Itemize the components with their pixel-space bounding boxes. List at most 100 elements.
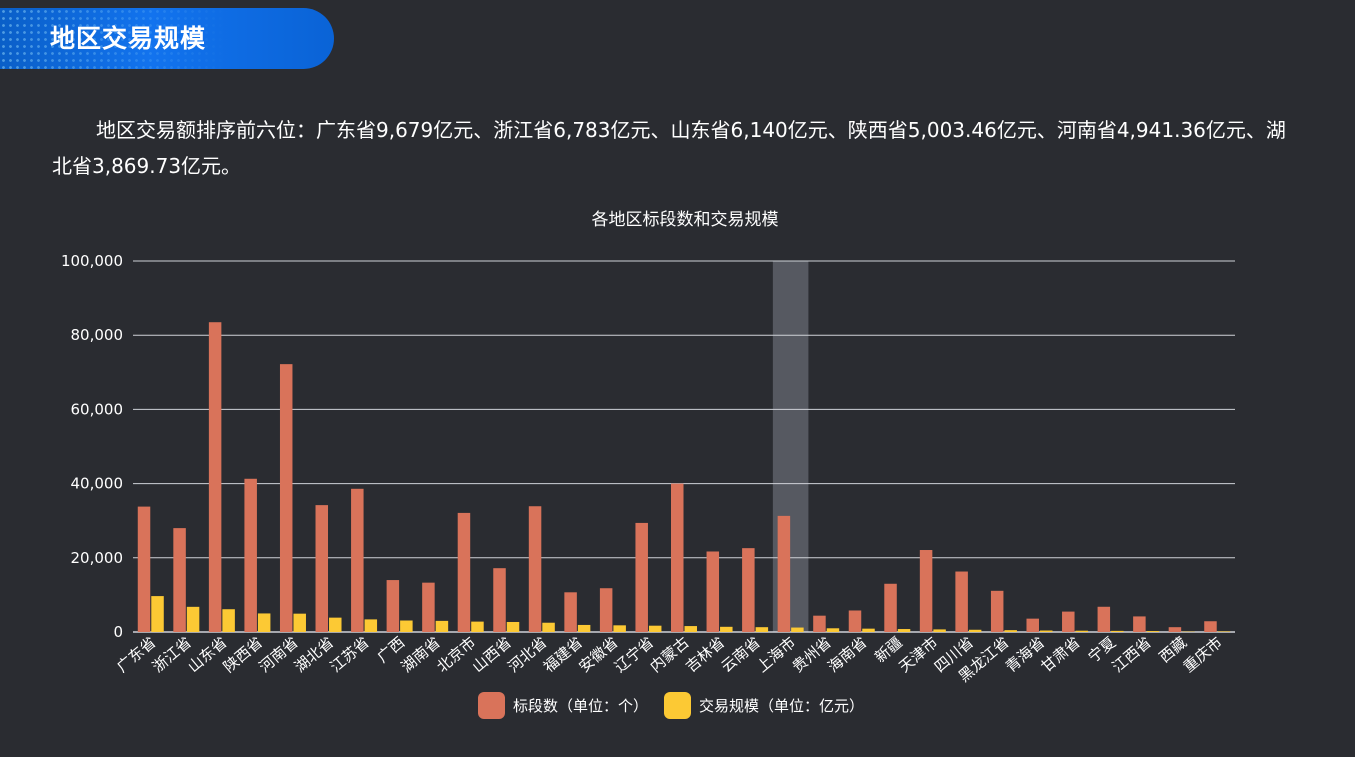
bar-bids [777,515,791,632]
legend-swatch-volume [664,692,692,719]
bar-volume [1075,630,1089,632]
x-tick-label: 贵州省 [789,633,835,676]
bar-bids [706,551,720,632]
bar-volume [897,629,911,632]
bar-bids [244,478,257,632]
x-tick-label: 吉林省 [682,633,728,676]
bar-volume [933,629,946,632]
x-tick-label: 河南省 [255,633,301,676]
bar-volume [968,629,982,632]
y-tick-label: 100,000 [61,252,123,270]
x-tick-label: 湖北省 [291,633,337,676]
chart-legend: 标段数（单位：个） 交易规模（单位：亿元） [478,692,880,719]
bar-volume [613,625,626,632]
bar-bids [848,610,862,632]
bar-bids [493,568,506,632]
legend-item-volume[interactable]: 交易规模（单位：亿元） [664,692,864,719]
bar-volume [364,619,378,632]
y-tick-label: 20,000 [71,549,124,567]
x-tick-label: 上海市 [753,633,799,676]
legend-item-bids[interactable]: 标段数（单位：个） [478,692,648,719]
bar-volume [684,626,697,632]
bar-bids [564,592,577,632]
bar-bids [599,588,613,632]
bar-volume [471,621,484,632]
x-tick-label: 海南省 [824,633,870,676]
bar-bids [635,522,648,632]
bar-bids [955,571,968,632]
bar-volume [293,613,306,632]
chart-title: 各地区标段数和交易规模 [591,210,779,230]
x-tick-label: 山西省 [469,633,515,676]
bar-volume [1111,630,1124,632]
x-tick-label: 青海省 [1002,633,1048,676]
bar-bids [457,512,471,632]
y-tick-label: 40,000 [71,475,124,493]
legend-label-bids: 标段数（单位：个） [513,697,649,715]
x-tick-label: 安徽省 [575,633,621,676]
banner-dot-pattern [0,8,230,69]
bar-volume [151,596,164,632]
bar-volume [720,626,733,632]
bar-bids [1133,616,1146,632]
bar-volume [755,627,769,632]
x-tick-label: 天津市 [895,633,941,676]
bar-bids [1168,627,1182,632]
bar-bids [137,506,151,632]
bar-bids [528,506,542,632]
bar-volume [435,620,449,632]
bar-volume [329,617,342,632]
summary-text: 地区交易额排序前六位：广东省9,679亿元、浙江省6,783亿元、山东省6,14… [52,118,1286,178]
section-title: 地区交易规模 [50,24,207,53]
bar-bids [1062,611,1075,632]
bar-volume [222,609,235,632]
bar-bids [1204,621,1217,632]
x-tick-label: 辽宁省 [611,633,657,676]
x-tick-label: 山东省 [184,633,230,676]
bar-bids [351,488,364,632]
bar-bids [742,548,755,632]
bar-bids [422,582,435,632]
bar-volume [862,628,875,632]
bar-volume [506,621,520,632]
bar-volume [542,622,555,632]
x-tick-label: 北京市 [433,633,479,676]
y-tick-label: 60,000 [71,400,124,418]
bar-volume [648,625,662,632]
bar-volume [400,620,413,632]
bar-bids [1026,618,1039,632]
bar-volume [791,627,804,632]
y-tick-label: 0 [113,623,123,641]
bar-bids [279,364,293,632]
x-tick-label: 内蒙古 [647,633,693,676]
bar-bids [671,483,684,632]
x-tick-label: 重庆市 [1180,633,1226,676]
x-tick-label: 福建省 [540,633,586,676]
bar-bids [173,528,186,632]
bar-bids [315,505,329,632]
x-tick-label: 陕西省 [220,633,266,676]
section-banner: 地区交易规模 [0,8,334,69]
bar-bids [990,590,1004,632]
bar-bids [1097,606,1111,632]
bar-bids [919,550,933,632]
x-tick-label: 河北省 [504,633,550,676]
legend-swatch-bids [478,692,505,719]
bar-volume [257,613,271,632]
y-tick-label: 80,000 [71,326,124,344]
x-tick-label: 江苏省 [327,633,373,676]
x-tick-label: 湖南省 [398,633,444,676]
bar-bids [208,322,222,632]
x-tick-label: 江西省 [1109,633,1155,676]
bar-bids [884,583,897,632]
bar-volume [186,606,200,632]
bar-volume [577,624,591,632]
bar-bids [813,615,826,632]
bar-volume [826,628,840,632]
bar-bids [386,580,400,632]
bar-volume [1039,630,1053,632]
bar-volume [1004,630,1017,632]
bar-volume [1146,631,1160,632]
x-tick-label: 浙江省 [149,633,195,676]
